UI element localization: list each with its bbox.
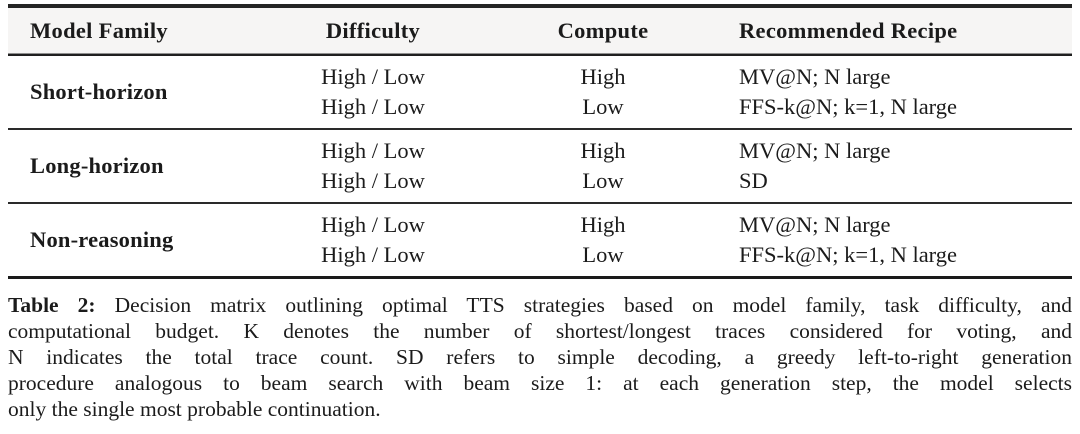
- recipe-value: MV@N; N large: [739, 64, 891, 89]
- table-header-row: Model Family Difficulty Compute Recommen…: [8, 8, 1072, 53]
- model-family-name: Short-horizon: [30, 79, 168, 104]
- compute-value: High: [580, 212, 626, 237]
- caption-line: Table 2: Decision matrix outlining optim…: [8, 292, 1072, 318]
- recipe-cell: MV@N; N large FFS-k@N; k=1, N large: [733, 210, 1072, 270]
- compute-value: Low: [582, 168, 624, 193]
- column-header-compute: Compute: [557, 17, 649, 43]
- header-separator-rule: [8, 53, 1072, 56]
- compute-cell: High Low: [473, 210, 733, 270]
- table-group-long-horizon: Long-horizon High / Low High / Low High …: [8, 130, 1072, 202]
- group-separator-rule: [8, 202, 1072, 204]
- recipe-cell: MV@N; N large SD: [733, 136, 1072, 196]
- recipe-value: SD: [739, 168, 768, 193]
- table-bottom-rule: [8, 276, 1072, 279]
- column-header-recommended-recipe: Recommended Recipe: [739, 17, 958, 43]
- group-separator-rule: [8, 128, 1072, 130]
- difficulty-value: High / Low: [321, 94, 425, 119]
- recipe-value: FFS-k@N; k=1, N large: [739, 94, 958, 119]
- table-group-short-horizon: Short-horizon High / Low High / Low High…: [8, 56, 1072, 128]
- recipe-value: MV@N; N large: [739, 138, 891, 163]
- recipe-cell: MV@N; N large FFS-k@N; k=1, N large: [733, 62, 1072, 122]
- difficulty-cell: High / Low High / Low: [273, 62, 473, 122]
- compute-value: High: [580, 64, 626, 89]
- compute-cell: High Low: [473, 136, 733, 196]
- recipe-value: FFS-k@N; k=1, N large: [739, 242, 958, 267]
- difficulty-value: High / Low: [321, 138, 425, 163]
- compute-cell: High Low: [473, 62, 733, 122]
- compute-value: High: [580, 138, 626, 163]
- column-header-model-family: Model Family: [30, 17, 168, 43]
- compute-value: Low: [582, 242, 624, 267]
- difficulty-cell: High / Low High / Low: [273, 210, 473, 270]
- caption-line: N indicates the total trace count. SD re…: [8, 345, 1072, 369]
- caption-label: Table 2:: [8, 293, 96, 317]
- difficulty-cell: High / Low High / Low: [273, 136, 473, 196]
- caption-line: computational budget. K denotes the numb…: [8, 319, 1072, 343]
- caption-line: only the single most probable continuati…: [8, 397, 381, 421]
- difficulty-value: High / Low: [321, 168, 425, 193]
- caption-text: Decision matrix outlining optimal TTS st…: [95, 293, 1072, 317]
- table-caption: Table 2: Decision matrix outlining optim…: [8, 292, 1072, 422]
- table-top-rule: [8, 4, 1072, 8]
- recipe-value: MV@N; N large: [739, 212, 891, 237]
- model-family-name: Non-reasoning: [30, 227, 174, 252]
- difficulty-value: High / Low: [321, 242, 425, 267]
- difficulty-value: High / Low: [321, 212, 425, 237]
- caption-line: procedure analogous to beam search with …: [8, 371, 1072, 395]
- compute-value: Low: [582, 94, 624, 119]
- difficulty-value: High / Low: [321, 64, 425, 89]
- column-header-difficulty: Difficulty: [325, 17, 421, 43]
- table-group-non-reasoning: Non-reasoning High / Low High / Low High…: [8, 204, 1072, 276]
- model-family-name: Long-horizon: [30, 153, 164, 178]
